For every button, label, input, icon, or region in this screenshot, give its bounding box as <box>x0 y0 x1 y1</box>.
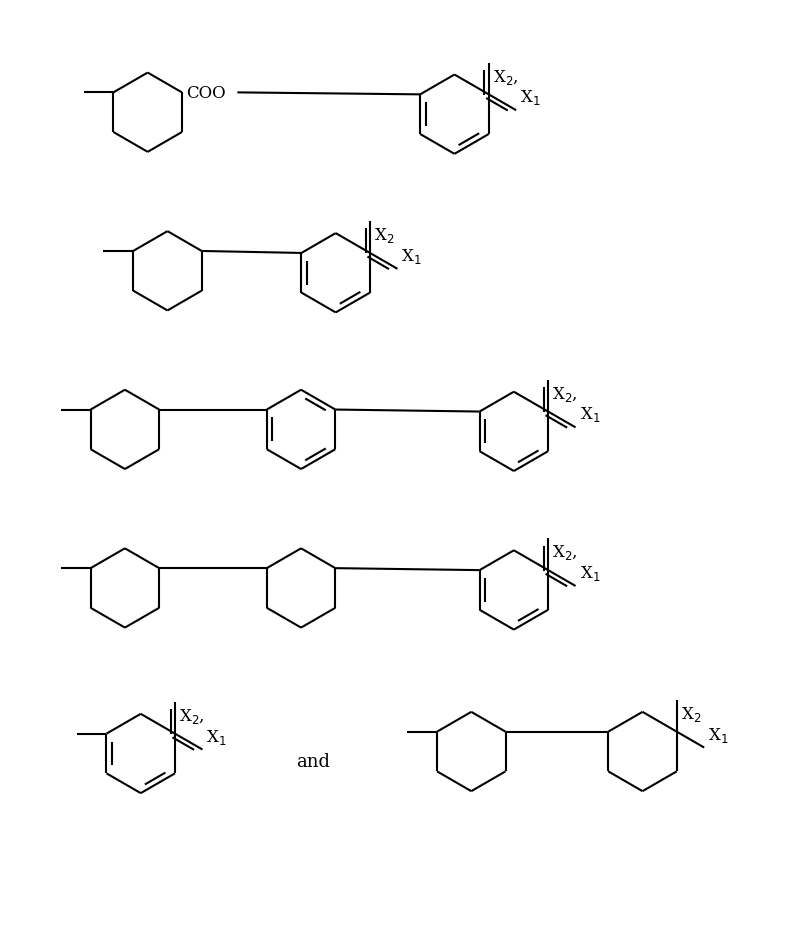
Text: X$_1$: X$_1$ <box>580 564 600 582</box>
Text: X$_2$,: X$_2$, <box>179 706 205 725</box>
Text: COO: COO <box>186 85 226 102</box>
Text: X$_1$: X$_1$ <box>520 88 541 107</box>
Text: X$_1$: X$_1$ <box>401 246 422 265</box>
Text: X$_2$: X$_2$ <box>681 704 701 723</box>
Text: X$_2$,: X$_2$, <box>552 543 578 562</box>
Text: X$_2$: X$_2$ <box>374 226 394 244</box>
Text: X$_1$: X$_1$ <box>580 405 600 424</box>
Text: X$_2$,: X$_2$, <box>552 384 578 403</box>
Text: and: and <box>296 752 330 770</box>
Text: X$_2$,: X$_2$, <box>492 68 518 87</box>
Text: X$_1$: X$_1$ <box>708 725 729 744</box>
Text: X$_1$: X$_1$ <box>206 727 226 746</box>
